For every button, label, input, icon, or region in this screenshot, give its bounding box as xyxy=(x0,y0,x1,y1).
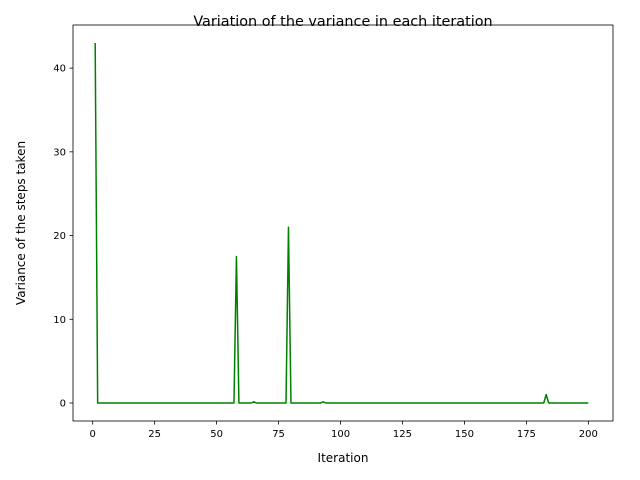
y-tick-label: 40 xyxy=(53,64,66,75)
y-axis-label: Variance of the steps taken xyxy=(14,141,28,305)
x-tick-label: 25 xyxy=(148,429,161,440)
x-tick-label: 150 xyxy=(455,429,474,440)
x-axis-ticks: 0 25 50 75 100 125 150 175 200 xyxy=(90,421,598,440)
y-tick-label: 30 xyxy=(53,147,66,158)
x-tick-label: 125 xyxy=(393,429,412,440)
plot-frame xyxy=(72,24,614,422)
y-tick-label: 20 xyxy=(53,231,66,242)
y-axis-ticks: 0 10 20 30 40 xyxy=(53,64,73,410)
x-tick-label: 75 xyxy=(272,429,285,440)
x-tick-label: 200 xyxy=(579,429,598,440)
plot-area xyxy=(72,24,614,422)
y-tick-label: 0 xyxy=(60,399,66,410)
x-tick-label: 0 xyxy=(90,429,96,440)
chart-title: Variation of the variance in each iterat… xyxy=(193,14,492,30)
data-series-line xyxy=(94,42,589,404)
x-tick-label: 175 xyxy=(517,429,536,440)
x-tick-label: 50 xyxy=(210,429,223,440)
x-tick-label: 100 xyxy=(331,429,350,440)
y-tick-label: 10 xyxy=(53,315,66,326)
x-axis-label: Iteration xyxy=(318,451,369,465)
